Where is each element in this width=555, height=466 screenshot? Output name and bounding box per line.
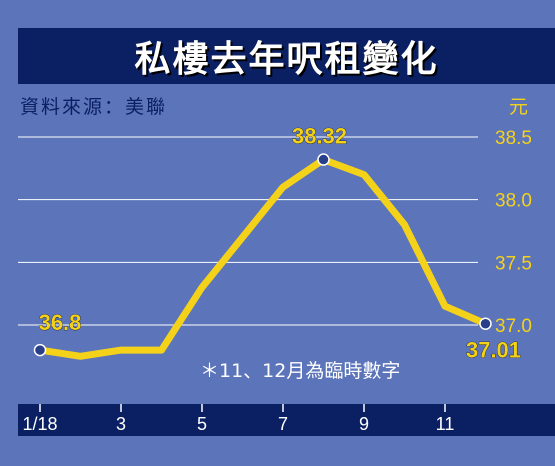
data-label: 37.01	[466, 338, 521, 363]
x-tick-label: 7	[278, 414, 288, 434]
series-line-layer	[33, 153, 492, 360]
y-tick-label: 38.0	[495, 191, 532, 212]
data-label: 36.8	[39, 310, 82, 335]
title-bar: 私樓去年呎租變化	[18, 28, 555, 84]
note-label: ＊11、12月為臨時數字	[200, 360, 401, 382]
source-label: 資料來源：美聯	[20, 96, 168, 118]
x-tick-label: 3	[116, 414, 126, 434]
chart-title: 私樓去年呎租變化	[134, 39, 439, 80]
data-point-marker	[479, 317, 492, 330]
unit-label: 元	[509, 96, 529, 118]
data-point-marker	[317, 153, 330, 166]
x-tick-label: 9	[359, 414, 369, 434]
label-layer: 37.0 37.5 38.0 38.5 36.8 38.32 37.01	[38, 123, 532, 363]
x-tick-label: 1/18	[22, 414, 57, 434]
data-point-marker	[33, 343, 47, 357]
data-label: 38.32	[292, 124, 347, 149]
y-tick-label: 37.0	[495, 316, 532, 337]
series-line	[36, 156, 489, 360]
x-tick-label: 5	[197, 414, 207, 434]
grid-layer	[18, 136, 478, 326]
y-tick-label: 37.5	[495, 253, 532, 274]
y-tick-label: 38.5	[495, 128, 532, 149]
x-axis-band	[18, 404, 555, 436]
x-axis-bar: 1/18 3 5 7 9 11	[18, 404, 555, 436]
x-tick-label: 11	[436, 414, 455, 434]
